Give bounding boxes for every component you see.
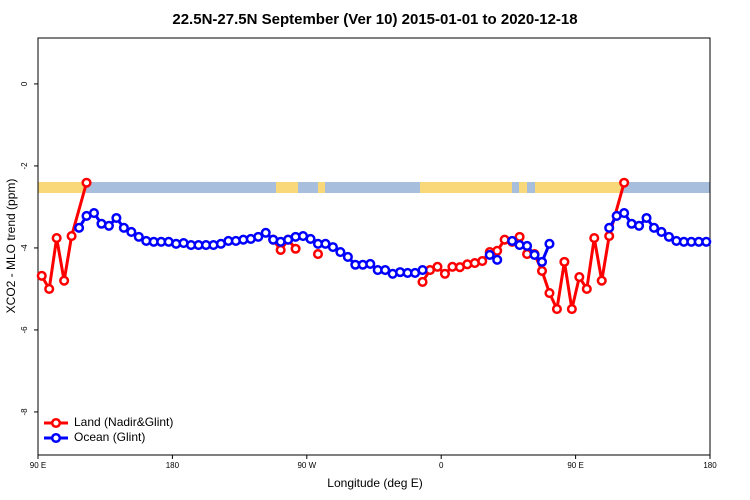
x-tick-label: 0 [439,461,444,470]
legend-marker [50,417,62,429]
data-point [342,251,353,263]
y-tick-label: -2 [20,162,29,170]
data-point [507,235,518,247]
x-tick-label: 90 E [567,461,583,470]
data-point [574,271,585,283]
data-point [81,177,92,188]
data-point [634,220,645,231]
data-point [66,230,77,242]
y-tick-label: -8 [20,408,29,416]
data-point [118,222,129,233]
data-point [59,275,70,286]
data-point [260,227,271,238]
legend-label: Ocean (Glint) [74,430,145,444]
data-point [51,233,62,244]
data-point [701,236,712,247]
data-point [581,283,592,294]
data-point [536,265,548,276]
y-axis-title: XCO2 - MLO trend (ppm) [4,179,18,314]
data-point [477,256,488,267]
data-point [439,268,450,279]
data-point [417,276,428,288]
data-point [126,226,137,237]
data-point [604,222,615,233]
chart-title: 22.5N-27.5N September (Ver 10) 2015-01-0… [172,11,577,28]
y-tick-label: 0 [20,81,29,86]
data-point [551,303,562,315]
data-point [663,231,674,242]
legend-label: Land (Nadir&Glint) [74,415,173,429]
data-point [88,208,100,219]
data-point [566,303,577,315]
data-point [44,283,55,294]
data-point [522,240,533,251]
data-point [492,254,503,265]
land-ocean-strip [38,182,710,193]
data-point [656,226,667,237]
data-point [484,249,495,260]
data-point [544,287,555,299]
data-point [641,212,652,224]
x-tick-label: 180 [166,461,180,470]
plot-frame [37,37,711,456]
data-point [432,261,443,272]
data-point [305,233,316,244]
data-point [596,275,607,286]
data-point [365,258,376,269]
data-point [559,256,570,267]
data-point [36,270,47,281]
data-point [536,256,548,267]
data-point [648,222,660,233]
y-tick-label: -4 [20,244,29,252]
data-point [619,177,630,188]
data-point [544,238,555,249]
data-point [111,212,122,224]
data-point [312,249,324,260]
x-tick-label: 90 W [297,461,316,470]
data-point [619,208,630,219]
legend-marker [50,432,62,444]
data-point [529,249,540,260]
data-point [380,265,391,276]
data-point [327,242,338,253]
y-tick-label: -6 [20,326,29,334]
x-axis-title: Longitude (deg E) [327,476,422,490]
x-tick-label: 180 [703,461,717,470]
data-point [335,246,346,258]
data-point [74,222,85,233]
data-point [589,233,600,244]
x-tick-label: 90 E [30,461,46,470]
data-point [275,244,286,256]
data-point [133,231,144,242]
data-point [492,245,503,256]
data-point [290,243,301,254]
data-point [417,265,428,276]
data-point [604,230,615,242]
data-point [253,231,264,242]
data-point [103,220,114,231]
